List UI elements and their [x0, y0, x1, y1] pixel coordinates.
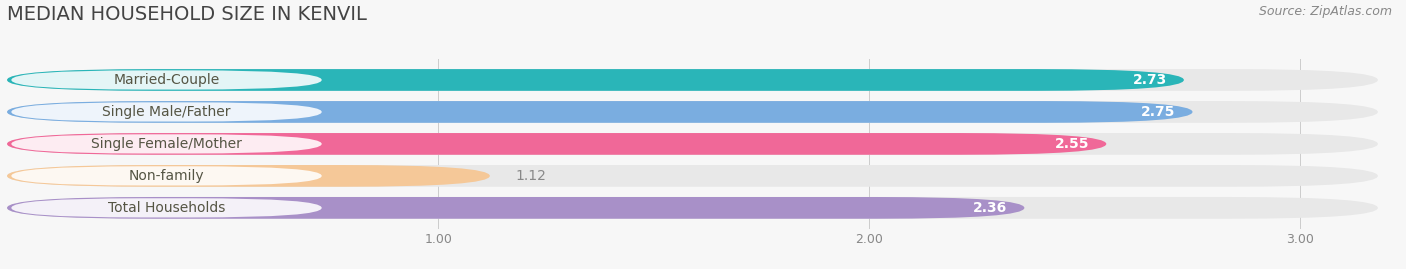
FancyBboxPatch shape [11, 198, 322, 217]
FancyBboxPatch shape [7, 165, 1378, 187]
FancyBboxPatch shape [7, 197, 1378, 219]
FancyBboxPatch shape [7, 133, 1107, 155]
Text: 2.36: 2.36 [973, 201, 1007, 215]
Text: Single Female/Mother: Single Female/Mother [91, 137, 242, 151]
FancyBboxPatch shape [7, 165, 489, 187]
FancyBboxPatch shape [7, 197, 1025, 219]
FancyBboxPatch shape [11, 102, 322, 122]
FancyBboxPatch shape [7, 101, 1378, 123]
Text: Source: ZipAtlas.com: Source: ZipAtlas.com [1258, 5, 1392, 18]
FancyBboxPatch shape [11, 134, 322, 154]
FancyBboxPatch shape [7, 101, 1192, 123]
FancyBboxPatch shape [7, 133, 1378, 155]
Text: 2.73: 2.73 [1132, 73, 1167, 87]
Text: Married-Couple: Married-Couple [114, 73, 219, 87]
Text: MEDIAN HOUSEHOLD SIZE IN KENVIL: MEDIAN HOUSEHOLD SIZE IN KENVIL [7, 5, 367, 24]
Text: Total Households: Total Households [108, 201, 225, 215]
FancyBboxPatch shape [7, 69, 1184, 91]
FancyBboxPatch shape [7, 69, 1378, 91]
FancyBboxPatch shape [11, 70, 322, 90]
Text: Non-family: Non-family [129, 169, 204, 183]
Text: 2.75: 2.75 [1140, 105, 1175, 119]
FancyBboxPatch shape [11, 166, 322, 186]
Text: 2.55: 2.55 [1054, 137, 1090, 151]
Text: 1.12: 1.12 [516, 169, 547, 183]
Text: Single Male/Father: Single Male/Father [103, 105, 231, 119]
